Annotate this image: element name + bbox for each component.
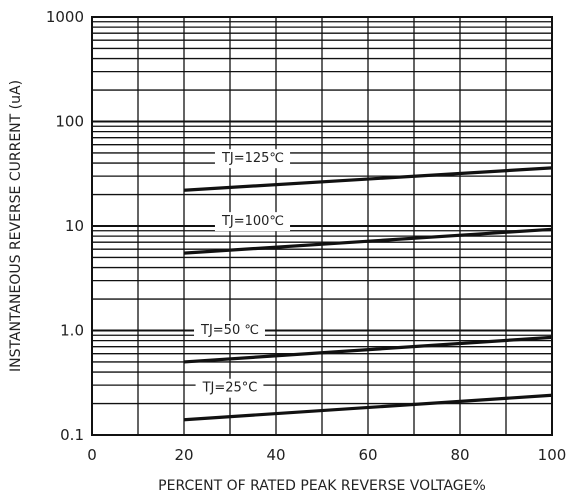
x-tick-label: 80 (450, 446, 469, 464)
x-tick-label: 60 (358, 446, 377, 464)
x-tick-label: 20 (174, 446, 193, 464)
series-label-background (195, 378, 264, 398)
series-label-background (214, 212, 291, 232)
y-tick-label: 0.1 (60, 426, 84, 444)
x-tick-label: 0 (87, 446, 97, 464)
series-layer (183, 166, 553, 422)
series-line (183, 393, 553, 422)
series-label: TJ=25°C (202, 381, 258, 396)
y-tick-label: 1.0 (60, 322, 84, 340)
x-tick-labels: 0 20 40 60 80 100 (87, 446, 566, 464)
series-line (183, 166, 553, 192)
series-label-background (214, 149, 291, 169)
y-tick-label: 100 (55, 113, 84, 131)
y-tick-label: 10 (65, 217, 84, 235)
y-tick-label: 1000 (46, 8, 84, 26)
series-line (183, 335, 553, 364)
series-label: TJ=50 ℃ (200, 323, 259, 338)
series-label-background (194, 320, 265, 340)
x-tick-label: 40 (266, 446, 285, 464)
y-axis-title: INSTANTANEOUS REVERSE CURRENT (uA) (8, 80, 24, 372)
series-label: TJ=125℃ (221, 151, 284, 166)
curve-labels: TJ=125℃ TJ=100℃ TJ=50 ℃ TJ=25°C (194, 149, 291, 398)
series-label: TJ=100℃ (221, 214, 284, 229)
series-line (183, 227, 553, 255)
y-tick-labels: 0.1 1.0 10 100 1000 (46, 8, 84, 444)
x-axis-title: PERCENT OF RATED PEAK REVERSE VOLTAGE% (158, 478, 486, 494)
grid (92, 17, 552, 435)
plot-frame (91, 16, 553, 436)
x-tick-label: 100 (538, 446, 567, 464)
